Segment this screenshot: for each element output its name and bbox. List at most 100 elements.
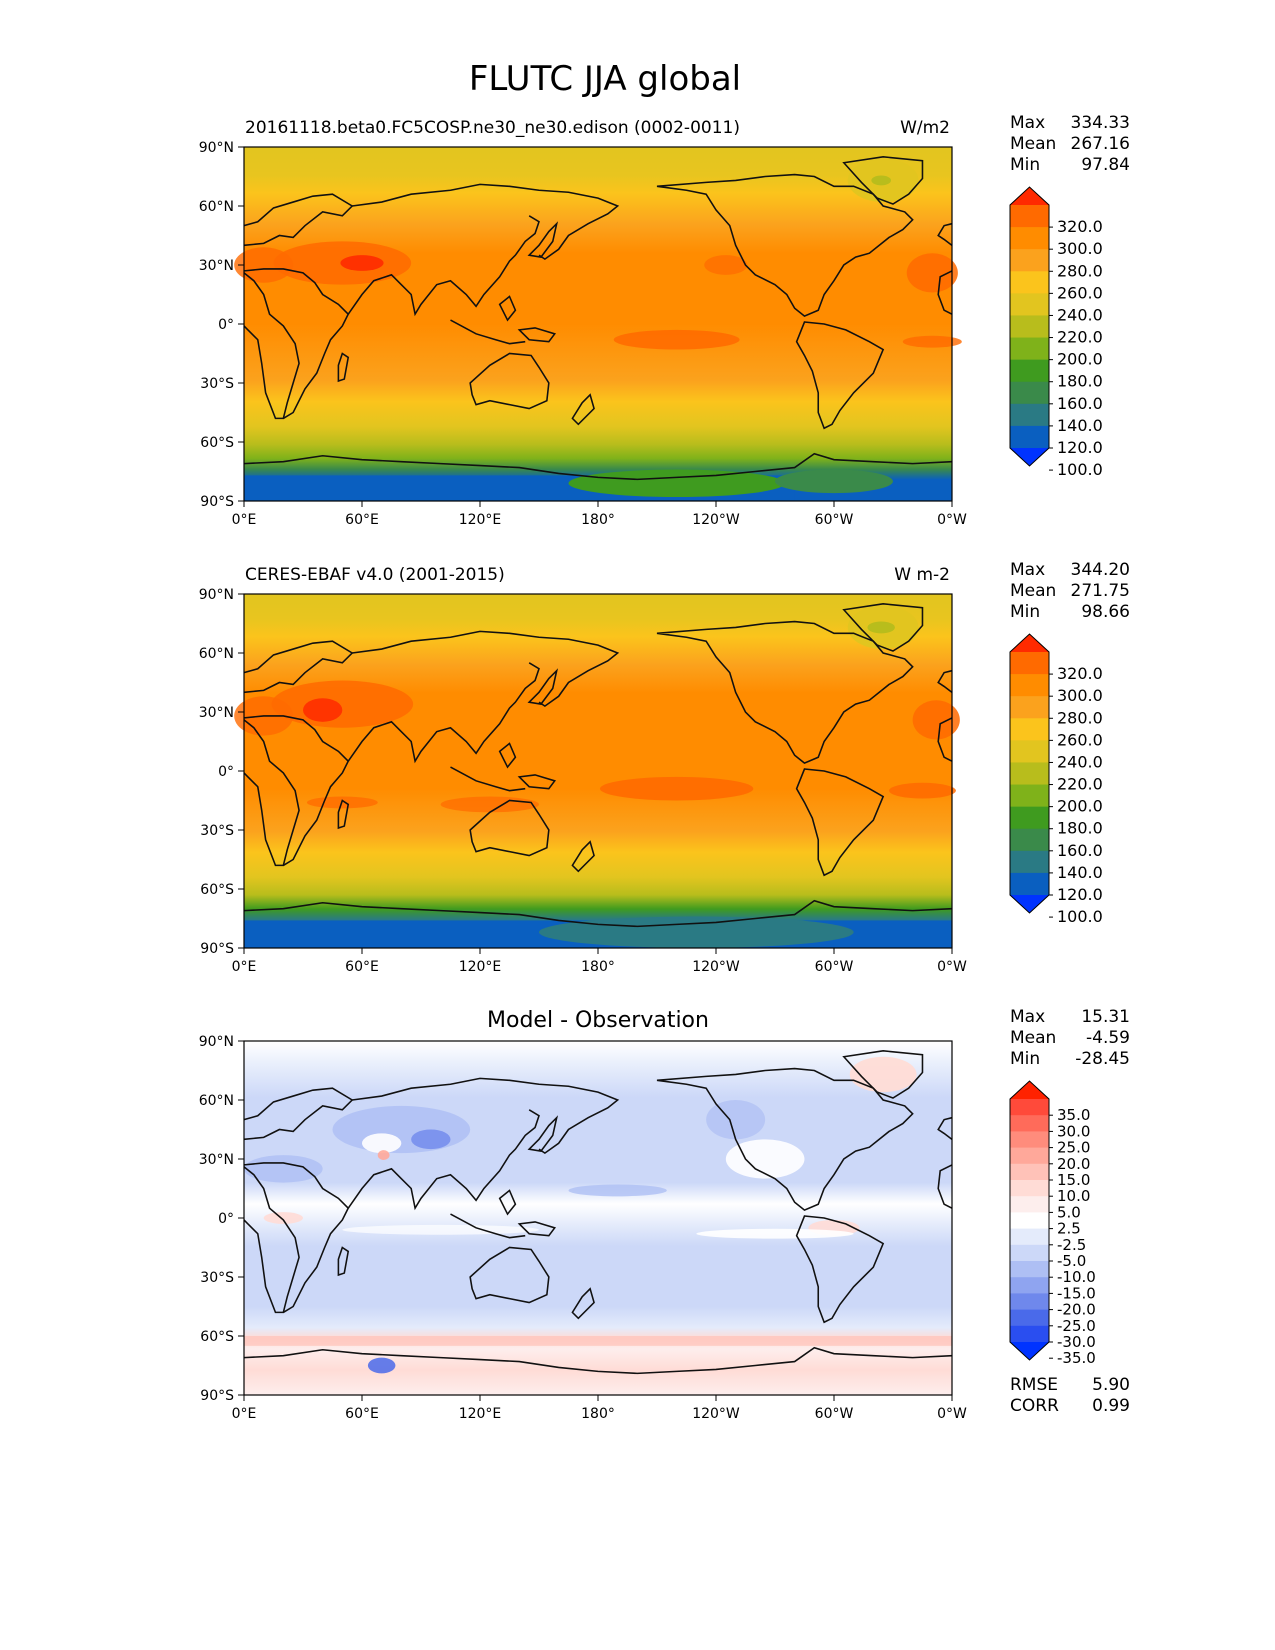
colorbar-segment bbox=[1010, 425, 1049, 449]
lon-tick-label: 0°E bbox=[232, 1406, 257, 1422]
lat-tick-label: 60°N bbox=[199, 646, 234, 662]
colorbar-label: -5.0 bbox=[1057, 1252, 1086, 1270]
metric-label: RMSE bbox=[1010, 1375, 1058, 1395]
panel-diff-stats: Max Mean Min 15.31 -4.59 -28.45 bbox=[1010, 1007, 1130, 1069]
colorbar-segment bbox=[1010, 315, 1049, 339]
colorbar-label: 220.0 bbox=[1057, 328, 1103, 347]
colorbar-label: -15.0 bbox=[1057, 1284, 1096, 1302]
colorbar-segment bbox=[1010, 1293, 1049, 1311]
colorbar-segment bbox=[1010, 674, 1049, 697]
lon-tick-label: 60°W bbox=[815, 959, 854, 975]
colorbar-label: -35.0 bbox=[1057, 1349, 1096, 1367]
stat-label: Max bbox=[1010, 1007, 1045, 1027]
colorbar-segment bbox=[1010, 872, 1049, 896]
colorbar-label: 35.0 bbox=[1057, 1106, 1090, 1124]
colorbar-segment bbox=[1010, 828, 1049, 852]
metric-value: 0.99 bbox=[1092, 1396, 1130, 1416]
lat-tick-label: 90°N bbox=[199, 140, 234, 156]
lat-tick-label: 0° bbox=[218, 764, 234, 780]
colorbar-segment bbox=[1010, 652, 1049, 675]
figure-title: FLUTC JJA global bbox=[469, 59, 741, 99]
colorbar-label: 25.0 bbox=[1057, 1139, 1090, 1157]
colorbar-label: 280.0 bbox=[1057, 708, 1103, 727]
colorbar-label: 300.0 bbox=[1057, 239, 1103, 258]
colorbar-label: 180.0 bbox=[1057, 819, 1103, 838]
colorbar-extend-min bbox=[1010, 448, 1049, 466]
colorbar-label: 100.0 bbox=[1057, 460, 1103, 479]
colorbar-label: 120.0 bbox=[1057, 885, 1103, 904]
colorbar-segment bbox=[1010, 696, 1049, 719]
colorbar-label: 200.0 bbox=[1057, 350, 1103, 369]
stat-value: 98.66 bbox=[1081, 602, 1130, 622]
colorbar-segment bbox=[1010, 403, 1049, 427]
colorbar-segment bbox=[1010, 1212, 1049, 1230]
panel-obs-left-title: CERES-EBAF v4.0 (2001-2015) bbox=[245, 565, 505, 585]
colorbar-segment bbox=[1010, 205, 1049, 228]
colorbar-segment bbox=[1010, 1277, 1049, 1294]
lat-tick-label: 30°N bbox=[199, 258, 234, 274]
panel-obs-map bbox=[234, 594, 960, 948]
panel-obs-lat-axis: 90°N 60°N 30°N 0° 30°S 60°S 90°S bbox=[199, 587, 244, 957]
colorbar-label: 180.0 bbox=[1057, 372, 1103, 391]
stat-label: Max bbox=[1010, 113, 1045, 133]
colorbar-label: 10.0 bbox=[1057, 1187, 1090, 1205]
panel-model-map bbox=[234, 147, 962, 501]
colorbar-label: 240.0 bbox=[1057, 305, 1103, 324]
colorbar-label: 220.0 bbox=[1057, 775, 1103, 794]
lon-tick-label: 60°W bbox=[815, 512, 854, 528]
lat-tick-label: 30°S bbox=[200, 376, 234, 392]
panel-obs-colorbar: 320.0 300.0 280.0 260.0 240.0 220.0 200.0 180.0… bbox=[1009, 633, 1103, 926]
panel-diff-metrics: RMSE CORR 5.90 0.99 bbox=[1010, 1375, 1130, 1416]
colorbar-segment bbox=[1010, 1325, 1049, 1343]
stat-label: Min bbox=[1010, 155, 1040, 175]
colorbar-segment bbox=[1010, 249, 1049, 272]
colorbar-segment bbox=[1010, 1147, 1049, 1165]
colorbar-extend-min bbox=[1010, 1342, 1049, 1360]
colorbar-segment bbox=[1010, 784, 1049, 808]
colorbar-label: 5.0 bbox=[1057, 1203, 1081, 1221]
colorbar-segment bbox=[1010, 718, 1049, 741]
colorbar-label: 100.0 bbox=[1057, 907, 1103, 926]
panel-model: 20161118.beta0.FC5COSP.ne30_ne30.edison … bbox=[199, 113, 1130, 528]
panel-obs-units: W m-2 bbox=[894, 565, 950, 585]
lat-tick-label: 90°S bbox=[200, 1388, 234, 1404]
lat-tick-label: 0° bbox=[218, 317, 234, 333]
lon-tick-label: 120°W bbox=[692, 512, 740, 528]
colorbar-segment bbox=[1010, 337, 1049, 361]
colorbar-segment bbox=[1010, 227, 1049, 250]
panel-diff-title: Model - Observation bbox=[487, 1008, 709, 1033]
colorbar-label: 240.0 bbox=[1057, 752, 1103, 771]
colorbar-extend-max bbox=[1010, 1081, 1049, 1099]
metric-label: CORR bbox=[1010, 1396, 1059, 1416]
colorbar-label: 320.0 bbox=[1057, 217, 1103, 236]
colorbar-label: -25.0 bbox=[1057, 1317, 1096, 1335]
colorbar-segment bbox=[1010, 1244, 1049, 1262]
lat-tick-label: 90°S bbox=[200, 941, 234, 957]
lat-tick-label: 30°S bbox=[200, 1270, 234, 1286]
colorbar-label: 2.5 bbox=[1057, 1220, 1081, 1238]
panel-diff-map bbox=[243, 1041, 953, 1395]
lon-tick-label: 0°E bbox=[232, 512, 257, 528]
colorbar-label: 160.0 bbox=[1057, 841, 1103, 860]
panel-obs-lon-axis: 0°E 60°E 120°E 180° 120°W 60°W 0°W bbox=[232, 948, 967, 975]
stat-value: 344.20 bbox=[1071, 560, 1130, 580]
lat-tick-label: 90°N bbox=[199, 1034, 234, 1050]
stat-label: Mean bbox=[1010, 1028, 1056, 1048]
lon-tick-label: 120°E bbox=[459, 1406, 502, 1422]
stat-value: -4.59 bbox=[1086, 1028, 1130, 1048]
lat-tick-label: 30°N bbox=[199, 1152, 234, 1168]
colorbar-segment bbox=[1010, 1228, 1049, 1246]
colorbar-segment bbox=[1010, 1099, 1049, 1116]
stat-label: Min bbox=[1010, 602, 1040, 622]
colorbar-segment bbox=[1010, 1115, 1049, 1132]
panel-obs: CERES-EBAF v4.0 (2001-2015) W m-2 90°N bbox=[199, 560, 1130, 975]
colorbar-segment bbox=[1010, 271, 1049, 294]
panel-model-left-title: 20161118.beta0.FC5COSP.ne30_ne30.edison … bbox=[245, 118, 740, 138]
panel-model-lon-axis: 0°E 60°E 120°E 180° 120°W 60°W 0°W bbox=[232, 501, 967, 528]
lat-tick-label: 30°N bbox=[199, 705, 234, 721]
panel-model-units: W/m2 bbox=[900, 118, 950, 138]
colorbar-label: -10.0 bbox=[1057, 1268, 1096, 1286]
panel-diff-lon-axis: 0°E 60°E 120°E 180° 120°W 60°W 0°W bbox=[232, 1395, 967, 1422]
stat-value: -28.45 bbox=[1075, 1049, 1130, 1069]
